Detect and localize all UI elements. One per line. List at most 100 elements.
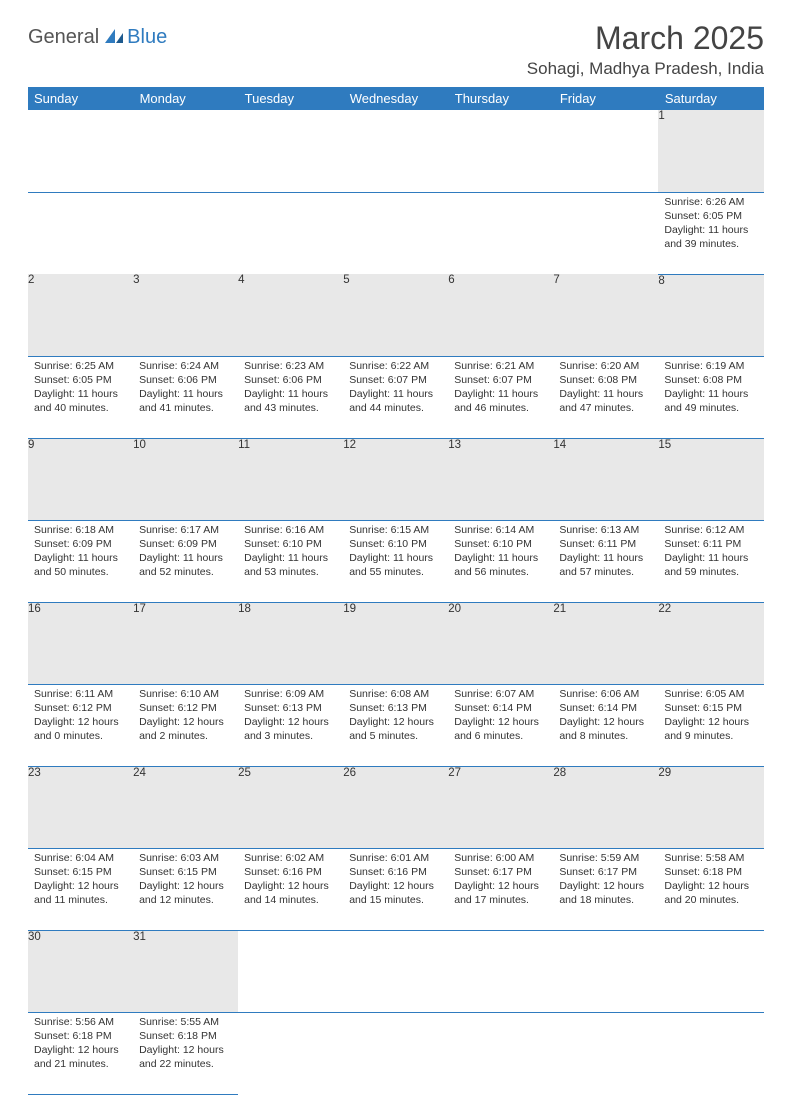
daynum-row: 3031 bbox=[28, 930, 764, 1012]
day-cell bbox=[658, 1012, 763, 1094]
sunset-text: Sunset: 6:17 PM bbox=[454, 865, 547, 879]
day-number bbox=[238, 110, 343, 192]
sunrise-text: Sunrise: 6:13 AM bbox=[559, 523, 652, 537]
day-cell: Sunrise: 5:58 AMSunset: 6:18 PMDaylight:… bbox=[658, 848, 763, 930]
day-number: 29 bbox=[658, 766, 763, 848]
day-header-row: SundayMondayTuesdayWednesdayThursdayFrid… bbox=[28, 87, 764, 110]
day-number: 31 bbox=[133, 930, 238, 1012]
page-header: General Blue March 2025 Sohagi, Madhya P… bbox=[28, 20, 764, 79]
day-number: 9 bbox=[28, 438, 133, 520]
day-details: Sunrise: 6:06 AMSunset: 6:14 PMDaylight:… bbox=[553, 685, 658, 748]
day-number bbox=[238, 930, 343, 1012]
sunset-text: Sunset: 6:15 PM bbox=[664, 701, 757, 715]
day-number: 1 bbox=[658, 110, 763, 192]
day-details: Sunrise: 6:20 AMSunset: 6:08 PMDaylight:… bbox=[553, 357, 658, 420]
daylight-text: Daylight: 12 hours and 22 minutes. bbox=[139, 1043, 232, 1071]
sunset-text: Sunset: 6:18 PM bbox=[664, 865, 757, 879]
day-cell: Sunrise: 6:20 AMSunset: 6:08 PMDaylight:… bbox=[553, 356, 658, 438]
sunrise-text: Sunrise: 6:04 AM bbox=[34, 851, 127, 865]
daylight-text: Daylight: 12 hours and 20 minutes. bbox=[664, 879, 757, 907]
day-header: Friday bbox=[553, 87, 658, 110]
daylight-text: Daylight: 11 hours and 56 minutes. bbox=[454, 551, 547, 579]
day-number: 19 bbox=[343, 602, 448, 684]
sunset-text: Sunset: 6:14 PM bbox=[454, 701, 547, 715]
sunrise-text: Sunrise: 6:05 AM bbox=[664, 687, 757, 701]
sunrise-text: Sunrise: 6:07 AM bbox=[454, 687, 547, 701]
daylight-text: Daylight: 11 hours and 49 minutes. bbox=[664, 387, 757, 415]
day-number: 17 bbox=[133, 602, 238, 684]
calendar-body: 1Sunrise: 6:26 AMSunset: 6:05 PMDaylight… bbox=[28, 110, 764, 1094]
day-cell: Sunrise: 6:04 AMSunset: 6:15 PMDaylight:… bbox=[28, 848, 133, 930]
day-cell: Sunrise: 6:24 AMSunset: 6:06 PMDaylight:… bbox=[133, 356, 238, 438]
day-number: 20 bbox=[448, 602, 553, 684]
day-number bbox=[343, 930, 448, 1012]
day-cell bbox=[553, 1012, 658, 1094]
day-details: Sunrise: 6:01 AMSunset: 6:16 PMDaylight:… bbox=[343, 849, 448, 912]
sunrise-text: Sunrise: 6:17 AM bbox=[139, 523, 232, 537]
sunrise-text: Sunrise: 6:10 AM bbox=[139, 687, 232, 701]
daylight-text: Daylight: 11 hours and 40 minutes. bbox=[34, 387, 127, 415]
sunset-text: Sunset: 6:12 PM bbox=[34, 701, 127, 715]
daylight-text: Daylight: 12 hours and 17 minutes. bbox=[454, 879, 547, 907]
day-details: Sunrise: 6:07 AMSunset: 6:14 PMDaylight:… bbox=[448, 685, 553, 748]
day-details: Sunrise: 6:18 AMSunset: 6:09 PMDaylight:… bbox=[28, 521, 133, 584]
day-details: Sunrise: 6:11 AMSunset: 6:12 PMDaylight:… bbox=[28, 685, 133, 748]
day-cell: Sunrise: 6:12 AMSunset: 6:11 PMDaylight:… bbox=[658, 520, 763, 602]
day-cell bbox=[553, 192, 658, 274]
sunrise-text: Sunrise: 6:14 AM bbox=[454, 523, 547, 537]
sunset-text: Sunset: 6:10 PM bbox=[454, 537, 547, 551]
day-number bbox=[28, 110, 133, 192]
sunrise-text: Sunrise: 6:01 AM bbox=[349, 851, 442, 865]
daylight-text: Daylight: 11 hours and 50 minutes. bbox=[34, 551, 127, 579]
daylight-text: Daylight: 12 hours and 0 minutes. bbox=[34, 715, 127, 743]
day-number: 14 bbox=[553, 438, 658, 520]
day-number: 15 bbox=[658, 438, 763, 520]
sunset-text: Sunset: 6:16 PM bbox=[244, 865, 337, 879]
day-cell: Sunrise: 6:11 AMSunset: 6:12 PMDaylight:… bbox=[28, 684, 133, 766]
sunset-text: Sunset: 6:09 PM bbox=[139, 537, 232, 551]
day-number bbox=[133, 110, 238, 192]
sunrise-text: Sunrise: 5:56 AM bbox=[34, 1015, 127, 1029]
day-number: 24 bbox=[133, 766, 238, 848]
sunrise-text: Sunrise: 6:24 AM bbox=[139, 359, 232, 373]
day-cell: Sunrise: 6:05 AMSunset: 6:15 PMDaylight:… bbox=[658, 684, 763, 766]
day-details: Sunrise: 6:05 AMSunset: 6:15 PMDaylight:… bbox=[658, 685, 763, 748]
daylight-text: Daylight: 12 hours and 9 minutes. bbox=[664, 715, 757, 743]
sunset-text: Sunset: 6:15 PM bbox=[139, 865, 232, 879]
day-header: Thursday bbox=[448, 87, 553, 110]
sunrise-text: Sunrise: 6:06 AM bbox=[559, 687, 652, 701]
sunset-text: Sunset: 6:08 PM bbox=[559, 373, 652, 387]
week-row: Sunrise: 6:25 AMSunset: 6:05 PMDaylight:… bbox=[28, 356, 764, 438]
daylight-text: Daylight: 12 hours and 12 minutes. bbox=[139, 879, 232, 907]
sunrise-text: Sunrise: 6:02 AM bbox=[244, 851, 337, 865]
day-cell: Sunrise: 6:02 AMSunset: 6:16 PMDaylight:… bbox=[238, 848, 343, 930]
daylight-text: Daylight: 12 hours and 11 minutes. bbox=[34, 879, 127, 907]
day-details: Sunrise: 6:14 AMSunset: 6:10 PMDaylight:… bbox=[448, 521, 553, 584]
sunrise-text: Sunrise: 5:58 AM bbox=[664, 851, 757, 865]
sunrise-text: Sunrise: 6:23 AM bbox=[244, 359, 337, 373]
daylight-text: Daylight: 11 hours and 52 minutes. bbox=[139, 551, 232, 579]
daylight-text: Daylight: 12 hours and 21 minutes. bbox=[34, 1043, 127, 1071]
day-cell bbox=[343, 192, 448, 274]
day-number: 10 bbox=[133, 438, 238, 520]
day-details: Sunrise: 6:00 AMSunset: 6:17 PMDaylight:… bbox=[448, 849, 553, 912]
month-title: March 2025 bbox=[527, 20, 764, 57]
day-number: 11 bbox=[238, 438, 343, 520]
day-number bbox=[553, 930, 658, 1012]
daynum-row: 9101112131415 bbox=[28, 438, 764, 520]
logo: General Blue bbox=[28, 26, 167, 49]
sunset-text: Sunset: 6:10 PM bbox=[244, 537, 337, 551]
day-cell: Sunrise: 6:13 AMSunset: 6:11 PMDaylight:… bbox=[553, 520, 658, 602]
day-cell: Sunrise: 6:15 AMSunset: 6:10 PMDaylight:… bbox=[343, 520, 448, 602]
day-details: Sunrise: 6:26 AMSunset: 6:05 PMDaylight:… bbox=[658, 193, 763, 256]
day-cell: Sunrise: 6:03 AMSunset: 6:15 PMDaylight:… bbox=[133, 848, 238, 930]
day-number: 28 bbox=[553, 766, 658, 848]
day-number: 22 bbox=[658, 602, 763, 684]
week-row: Sunrise: 6:18 AMSunset: 6:09 PMDaylight:… bbox=[28, 520, 764, 602]
day-details: Sunrise: 6:22 AMSunset: 6:07 PMDaylight:… bbox=[343, 357, 448, 420]
day-number bbox=[448, 930, 553, 1012]
day-details: Sunrise: 5:58 AMSunset: 6:18 PMDaylight:… bbox=[658, 849, 763, 912]
day-details: Sunrise: 6:10 AMSunset: 6:12 PMDaylight:… bbox=[133, 685, 238, 748]
daylight-text: Daylight: 12 hours and 8 minutes. bbox=[559, 715, 652, 743]
day-details: Sunrise: 6:23 AMSunset: 6:06 PMDaylight:… bbox=[238, 357, 343, 420]
